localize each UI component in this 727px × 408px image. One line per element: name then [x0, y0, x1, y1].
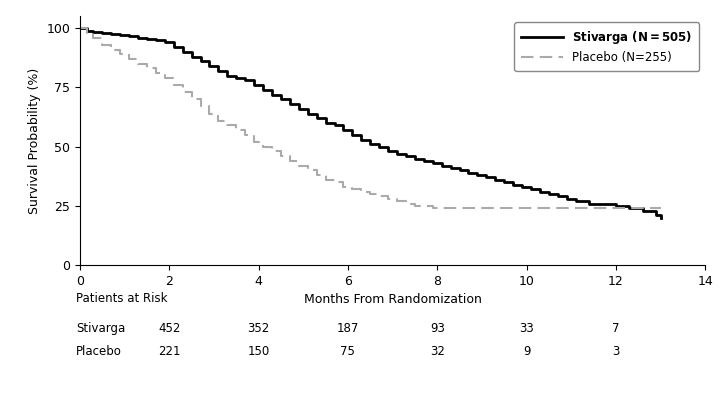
Text: 452: 452 — [158, 322, 180, 335]
Text: Stivarga: Stivarga — [76, 322, 126, 335]
Text: Placebo: Placebo — [76, 345, 122, 358]
Text: 187: 187 — [337, 322, 359, 335]
Text: 221: 221 — [158, 345, 180, 358]
Text: 352: 352 — [247, 322, 270, 335]
Y-axis label: Survival Probability (%): Survival Probability (%) — [28, 68, 41, 214]
Text: 93: 93 — [430, 322, 445, 335]
Text: 3: 3 — [612, 345, 619, 358]
Text: 150: 150 — [247, 345, 270, 358]
Text: 32: 32 — [430, 345, 445, 358]
X-axis label: Months From Randomization: Months From Randomization — [304, 293, 481, 306]
Text: 75: 75 — [340, 345, 356, 358]
Text: 7: 7 — [612, 322, 619, 335]
Text: 33: 33 — [519, 322, 534, 335]
Legend: $\bf{Stivarga\ (N{=}505)}$, Placebo (N=255): $\bf{Stivarga\ (N{=}505)}$, Placebo (N=2… — [514, 22, 699, 71]
Text: Patients at Risk: Patients at Risk — [76, 292, 168, 305]
Text: 9: 9 — [523, 345, 530, 358]
